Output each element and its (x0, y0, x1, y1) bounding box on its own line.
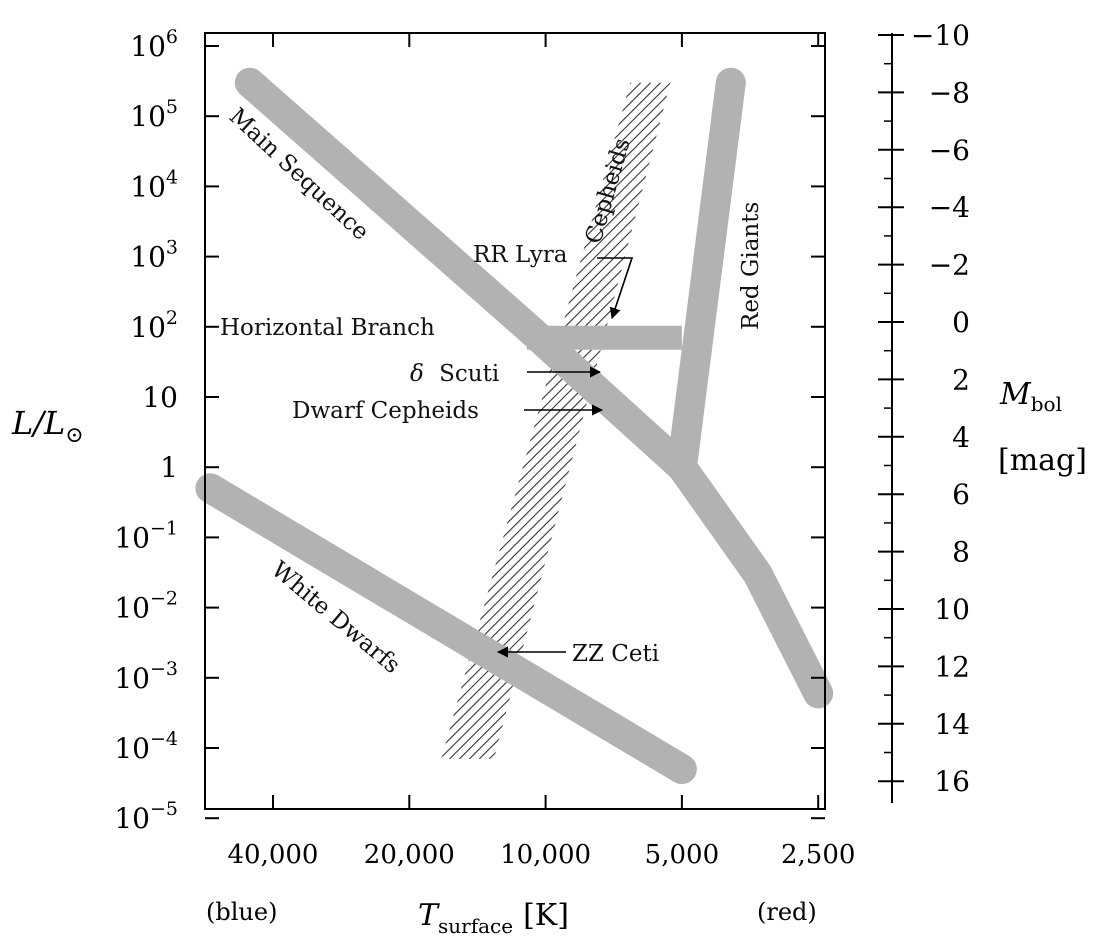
delta-symbol: δ (410, 361, 424, 387)
mag-tick-label: 14 (934, 708, 970, 741)
y-tick-label-exponent: 6 (166, 26, 178, 48)
mag-tick-label: 2 (952, 363, 970, 396)
scuti-word: Scuti (439, 361, 499, 387)
mag-tick-label: 4 (952, 421, 970, 454)
mag-tick-label: 10 (934, 593, 970, 626)
y-tick-label: 10 (142, 381, 178, 414)
horizontal-branch-label: Horizontal Branch (220, 315, 435, 341)
y-tick-label-base: 10 (142, 381, 178, 414)
y-tick-label-base: 1 (160, 451, 178, 484)
x-axis-title-unit: [K] (523, 898, 569, 933)
y-tick-label-exponent: −2 (150, 588, 178, 610)
y-tick-label-base: 10 (114, 592, 150, 625)
y-tick-label-exponent: 5 (166, 96, 178, 118)
y-tick-label: 1 (160, 451, 178, 484)
dwarf-cepheids-label: Dwarf Cepheids (292, 398, 479, 424)
y-tick-label-exponent: −1 (150, 517, 178, 539)
x-tick-label: 40,000 (228, 840, 319, 870)
y-tick-label: 102 (130, 307, 178, 344)
white-dwarfs-band (195, 473, 697, 785)
rr-lyra-arrow (597, 257, 634, 320)
mag-tick-label: −8 (929, 76, 970, 109)
y-tick-label: 105 (130, 96, 178, 133)
mag-tick-label: −10 (911, 19, 970, 52)
x-axis-title-main: T (418, 898, 440, 933)
y-tick-label-base: 10 (114, 732, 150, 765)
mag-tick-label: 6 (952, 478, 970, 511)
mag-tick-label: 16 (934, 765, 970, 798)
y-tick-label-exponent: 3 (166, 237, 178, 259)
mag-tick-label: −6 (929, 134, 970, 167)
bands-layer (195, 67, 834, 785)
mag-tick-label: −2 (929, 249, 970, 282)
x-tick-label: 2,500 (781, 840, 855, 870)
y-tick-label: 106 (130, 26, 178, 63)
rr-lyra-label: RR Lyra (473, 242, 568, 268)
y-tick-label: 10−1 (114, 517, 178, 554)
right-axis-title: Mbol (999, 377, 1062, 416)
y-tick-label-exponent: −3 (150, 658, 178, 680)
x-tick-label: 10,000 (500, 840, 591, 870)
x-axis-blue-label: (blue) (206, 898, 277, 926)
right-axis-title-main: M (999, 377, 1032, 412)
y-axis-title-sub: ⊙ (65, 423, 83, 448)
mag-tick-label: 0 (952, 306, 970, 339)
x-tick-label: 20,000 (364, 840, 455, 870)
y-tick-label: 10−2 (114, 588, 178, 625)
zz-ceti-label: ZZ Ceti (572, 641, 659, 667)
y-tick-label-base: 10 (114, 521, 150, 554)
y-tick-label-base: 10 (130, 100, 166, 133)
y-tick-label-base: 10 (130, 30, 166, 63)
mag-tick-label: 8 (952, 536, 970, 569)
mag-tick-label: −4 (929, 191, 970, 224)
right-axis-unit: [mag] (998, 443, 1087, 478)
x-axis-red-label: (red) (757, 898, 817, 926)
x-axis-title: Tsurface [K] (418, 898, 569, 938)
y-tick-label-exponent: 4 (166, 166, 178, 188)
y-tick-label-base: 10 (114, 662, 150, 695)
y-tick-label: 103 (130, 237, 178, 274)
x-tick-label: 5,000 (645, 840, 719, 870)
red-giants-band (666, 67, 746, 483)
y-tick-label: 10−3 (114, 658, 178, 695)
y-tick-label-base: 10 (130, 311, 166, 344)
cepheid-instability-strip (441, 82, 671, 759)
y-tick-label-base: 10 (130, 170, 166, 203)
plot-frame (204, 32, 826, 810)
instability-strip-layer (441, 82, 671, 759)
mag-tick-label: 12 (934, 650, 970, 683)
y-tick-label: 10−4 (114, 728, 178, 765)
y-tick-label-base: 10 (130, 241, 166, 274)
y-tick-label-exponent: −5 (150, 798, 178, 820)
x-axis-title-sub: surface (438, 914, 513, 938)
ticks-layer: 10610510410310210110−110−210−310−410−540… (114, 19, 970, 870)
y-tick-label: 104 (130, 166, 178, 203)
y-axis-title: L/L⊙ (11, 404, 84, 448)
y-tick-label: 10−5 (114, 798, 178, 835)
y-tick-label-base: 10 (114, 802, 150, 835)
y-tick-label-exponent: −4 (150, 728, 178, 750)
right-axis-title-sub: bol (1031, 392, 1062, 416)
delta-scuti-label: δ Scuti (410, 361, 499, 387)
y-axis-title-main: L/L (11, 404, 65, 442)
y-tick-label-exponent: 2 (166, 307, 178, 329)
red-giants-label: Red Giants (738, 202, 764, 330)
